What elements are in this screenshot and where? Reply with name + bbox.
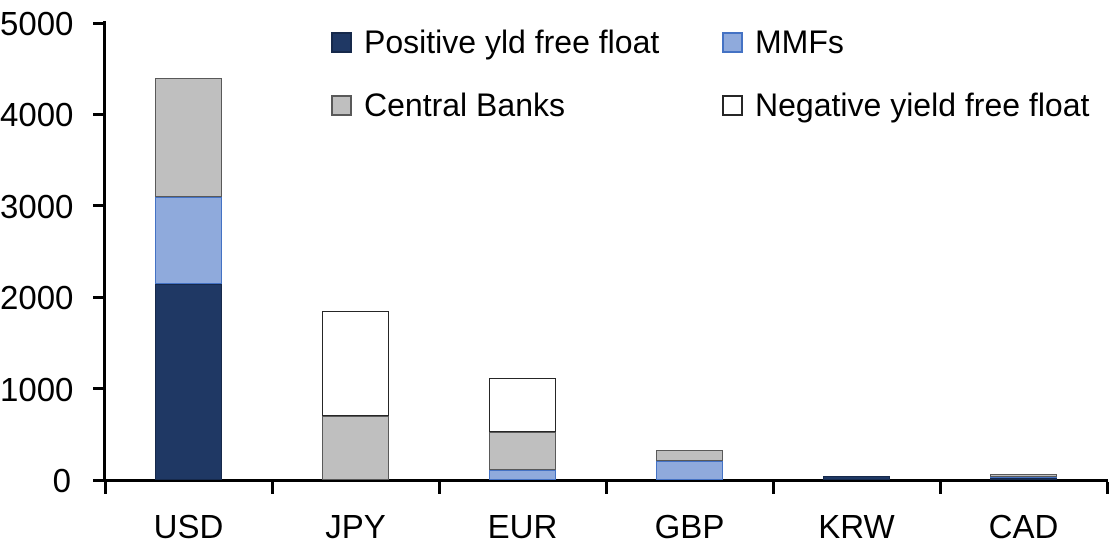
x-tick-mark-6 (1105, 482, 1109, 494)
y-tick-mark-2000 (93, 295, 105, 299)
bar-segment-EUR-negative-yield-free-float (489, 377, 556, 432)
x-axis-line (103, 479, 1108, 482)
bar-segment-CAD-positive-yld-free-float (990, 478, 1057, 480)
legend-item-mmfs: MMFs (722, 26, 844, 58)
legend-item-central-banks: Central Banks (331, 89, 565, 121)
legend-label-positive-yld-free-float: Positive yld free float (364, 24, 660, 60)
legend-label-central-banks: Central Banks (364, 87, 565, 123)
y-tick-label-2000: 2000 (0, 279, 74, 317)
y-tick-label-5000: 5000 (0, 5, 74, 42)
bar-segment-GBP-central-banks (656, 449, 723, 461)
x-tick-mark-2 (437, 482, 441, 494)
bar-segment-KRW-positive-yld-free-float (823, 476, 890, 480)
y-tick-label-3000: 3000 (0, 187, 74, 225)
bar-segment-CAD-central-banks (990, 474, 1057, 477)
y-tick-label-0: 0 (52, 462, 71, 499)
x-category-label-GBP: GBP (654, 508, 725, 545)
bar-segment-GBP-mmfs (656, 460, 723, 480)
x-category-label-KRW: KRW (818, 508, 895, 545)
x-tick-mark-5 (938, 482, 942, 494)
y-tick-mark-4000 (93, 112, 105, 116)
y-tick-mark-0 (93, 478, 105, 482)
legend-item-positive-yld-free-float: Positive yld free float (331, 26, 659, 58)
bar-segment-USD-mmfs (155, 196, 222, 284)
bar-segment-EUR-central-banks (489, 431, 556, 470)
bar-segment-EUR-mmfs (489, 469, 556, 480)
x-category-label-CAD: CAD (988, 508, 1059, 545)
bar-segment-USD-positive-yld-free-float (155, 283, 222, 480)
y-tick-label-4000: 4000 (0, 96, 74, 134)
legend-swatch-negative-yield-free-float (722, 94, 743, 116)
y-tick-mark-5000 (93, 21, 105, 25)
legend-swatch-mmfs (722, 31, 743, 53)
plot-area (105, 23, 1107, 480)
x-tick-mark-0 (103, 482, 107, 494)
x-tick-mark-3 (604, 482, 608, 494)
legend-swatch-positive-yld-free-float (331, 31, 352, 53)
legend-label-mmfs: MMFs (755, 24, 844, 60)
legend-label-negative-yield-free-float: Negative yield free float (755, 87, 1090, 123)
y-axis-line (103, 21, 106, 482)
x-category-label-JPY: JPY (325, 508, 386, 545)
x-category-label-USD: USD (153, 508, 224, 545)
legend-swatch-central-banks (331, 94, 352, 116)
legend-item-negative-yield-free-float: Negative yield free float (722, 89, 1089, 121)
bar-segment-JPY-central-banks (322, 416, 389, 480)
bar-segment-USD-central-banks (155, 77, 222, 197)
y-tick-label-1000: 1000 (0, 370, 74, 408)
y-tick-mark-3000 (93, 204, 105, 208)
y-tick-mark-1000 (93, 387, 105, 391)
x-tick-mark-1 (270, 482, 274, 494)
bar-segment-JPY-negative-yield-free-float (322, 310, 389, 416)
x-category-label-EUR: EUR (487, 508, 558, 545)
x-tick-mark-4 (771, 482, 775, 494)
